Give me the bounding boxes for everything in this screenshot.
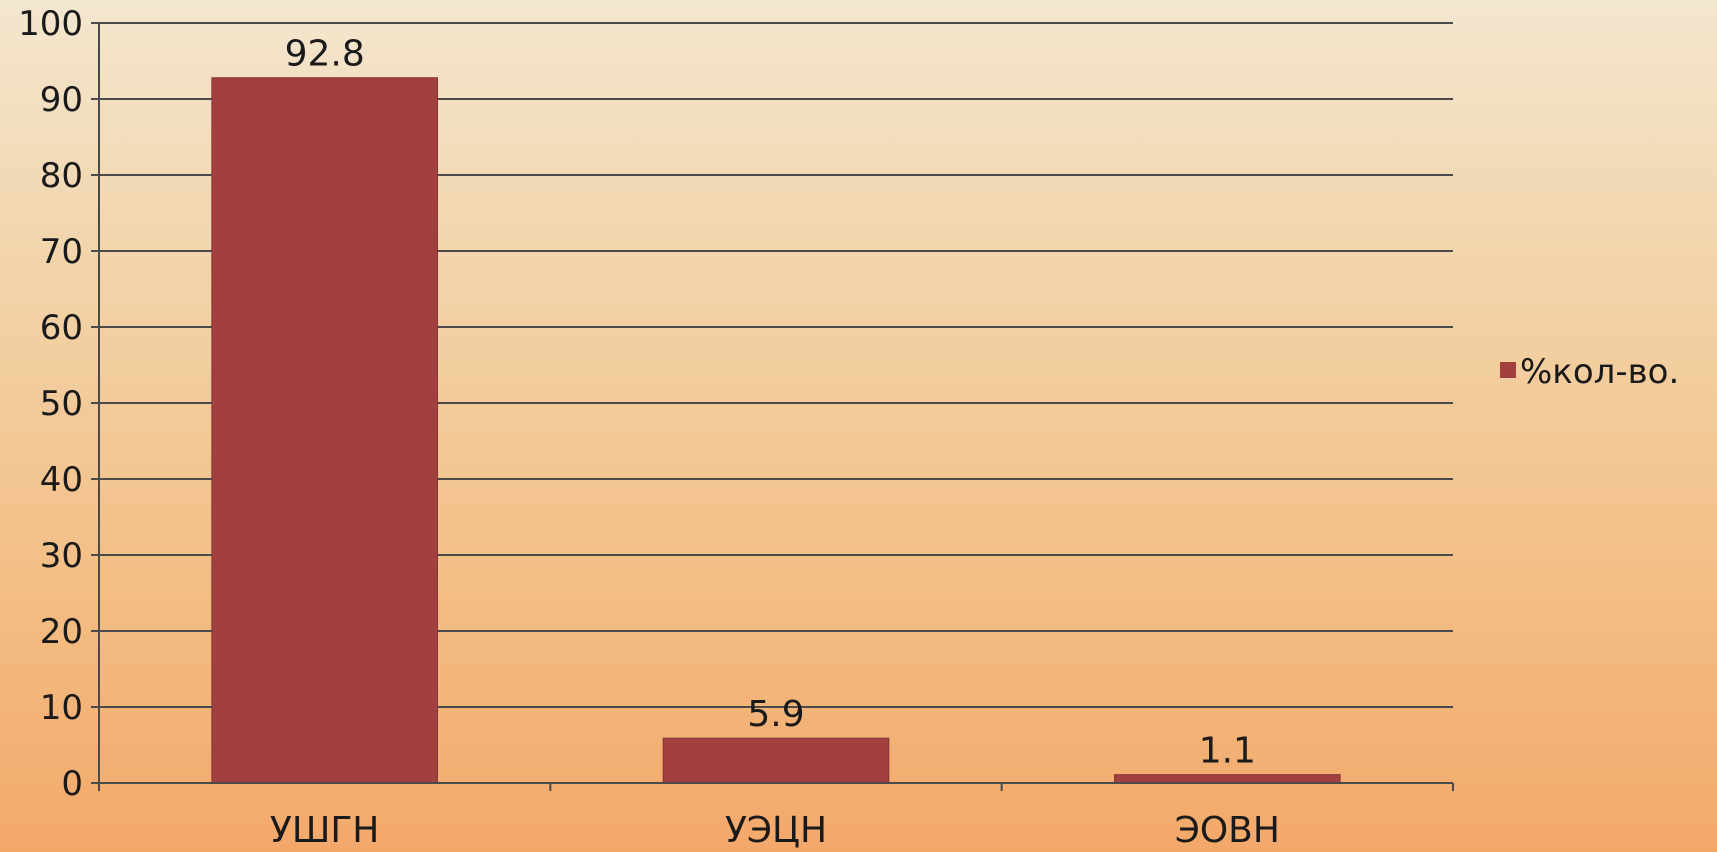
y-tick-label: 0 [61,764,83,804]
data-label: 92.8 [285,34,365,75]
data-label: 1.1 [1199,731,1256,772]
y-tick-label: 70 [40,232,83,272]
legend: %кол-во. [1500,352,1679,392]
x-axis-ticks: УШГН УЭЦН ЭОВН [98,783,1454,851]
y-tick-label: 80 [40,156,83,196]
y-tick-label: 40 [40,460,83,500]
axes [98,23,1453,784]
x-category-label: УШГН [270,810,379,851]
legend-label: %кол-во. [1520,352,1679,392]
x-category-label: ЭОВН [1175,810,1280,851]
data-label: 5.9 [747,694,804,735]
y-tick-label: 20 [40,612,83,652]
y-tick-label: 50 [40,384,83,424]
data-labels: 92.8 5.9 1.1 [285,34,1256,772]
y-tick-label: 90 [40,80,83,120]
bar [662,737,890,784]
bar [1114,774,1341,784]
y-tick-label: 100 [18,4,83,44]
x-category-label: УЭЦН [725,810,827,851]
y-tick-label: 10 [40,688,83,728]
y-tick-label: 60 [40,308,83,348]
bars [211,77,1341,784]
y-axis-ticks: 0 10 20 30 40 50 60 70 80 90 100 [18,4,99,804]
legend-swatch [1500,362,1516,378]
y-tick-label: 30 [40,536,83,576]
bar [211,77,438,784]
